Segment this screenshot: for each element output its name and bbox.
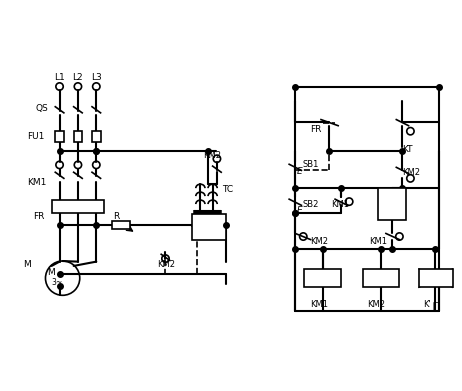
Text: FR: FR <box>33 212 45 221</box>
Text: L2: L2 <box>73 74 83 83</box>
Text: KM2: KM2 <box>402 168 420 177</box>
Text: TC: TC <box>222 185 233 194</box>
Text: L1: L1 <box>54 74 65 83</box>
Text: KT: KT <box>384 206 394 215</box>
Text: SB1: SB1 <box>303 160 319 169</box>
Bar <box>378 188 406 220</box>
Text: K': K' <box>423 300 431 309</box>
Bar <box>92 131 101 142</box>
Bar <box>55 131 64 142</box>
Text: KM1: KM1 <box>369 237 387 246</box>
Text: KM1: KM1 <box>310 300 328 309</box>
Text: FU1: FU1 <box>27 132 44 141</box>
Bar <box>112 221 130 229</box>
Text: KM2: KM2 <box>310 237 328 246</box>
Text: KM2: KM2 <box>368 300 386 309</box>
Text: QS: QS <box>35 104 48 113</box>
Circle shape <box>45 261 80 295</box>
Text: E: E <box>297 167 302 176</box>
Bar <box>363 269 399 287</box>
Text: M: M <box>47 267 55 276</box>
Text: KM1: KM1 <box>27 178 47 187</box>
Text: KM2: KM2 <box>158 260 176 269</box>
Bar <box>193 214 226 240</box>
Text: KM2: KM2 <box>203 151 221 160</box>
Text: FR: FR <box>310 126 322 135</box>
Text: VC: VC <box>203 217 216 226</box>
Text: R: R <box>113 212 119 221</box>
Bar <box>419 269 453 287</box>
Text: KM1: KM1 <box>331 200 349 209</box>
Bar <box>52 201 103 213</box>
Text: L3: L3 <box>91 74 102 83</box>
Text: 🐻: 🐻 <box>432 302 439 312</box>
Text: 3~: 3~ <box>52 278 63 287</box>
Bar <box>73 131 82 142</box>
Text: SB2: SB2 <box>303 200 319 209</box>
Bar <box>304 269 341 287</box>
Text: E: E <box>297 206 302 215</box>
Text: KT: KT <box>402 145 413 154</box>
Text: M: M <box>23 260 30 269</box>
